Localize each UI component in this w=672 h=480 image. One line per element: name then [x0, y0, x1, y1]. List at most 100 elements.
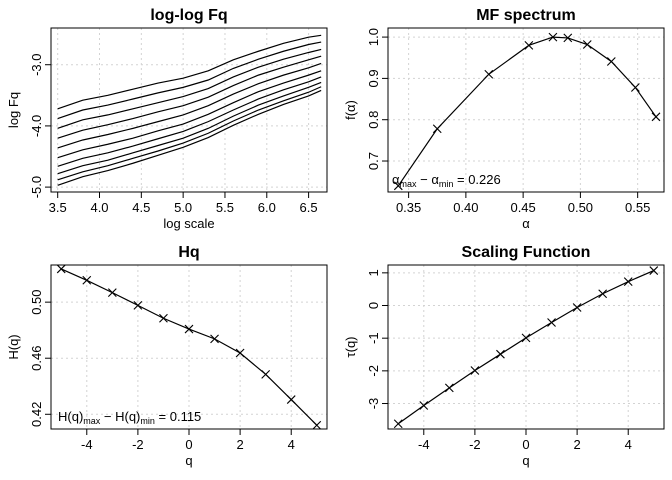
x-tick-label: 2 [236, 437, 243, 452]
y-tick-label: 0.9 [366, 69, 381, 87]
panel-title: Hq [178, 244, 199, 261]
series-line-8 [57, 81, 322, 175]
x-tick-label: 0.45 [510, 200, 535, 215]
series-line-10 [57, 89, 322, 186]
data-point [582, 40, 592, 49]
data-point [623, 277, 633, 287]
y-axis-label: log Fq [6, 92, 21, 128]
range-annotation: H(q)max − H(q)min = 0.115 [58, 409, 201, 426]
data-point [651, 112, 661, 122]
x-tick-label: -4 [81, 437, 93, 452]
y-tick-label: -3 [366, 398, 381, 410]
x-tick-label: 0 [522, 437, 529, 452]
data-point [419, 401, 429, 410]
x-tick-label: 3.5 [49, 200, 67, 215]
data-point [521, 333, 531, 343]
data-point [598, 289, 608, 299]
x-tick-label: 4 [288, 437, 295, 452]
x-tick-label: 2 [573, 437, 580, 452]
data-point [393, 419, 403, 429]
y-tick-label: -1 [366, 332, 381, 344]
x-tick-label: 0.40 [453, 200, 478, 215]
y-axis-label: τ(q) [343, 336, 358, 357]
data-point [572, 303, 582, 312]
y-tick-label: 0.50 [29, 289, 44, 314]
data-point [547, 318, 556, 327]
y-tick-label: 0.8 [366, 111, 381, 129]
y-tick-label: 0.7 [366, 152, 381, 170]
data-point [548, 32, 558, 42]
series-line-4 [57, 55, 322, 139]
x-tick-label: 0 [185, 437, 192, 452]
panel-4: -4 -2 0 2 4 -3 -2 -1 0 1 Scaling Function q τ(q) [343, 244, 665, 468]
data-point [484, 69, 494, 79]
y-tick-label: 1.0 [366, 28, 381, 46]
range-annotation: αmax − αmin = 0.226 [392, 172, 501, 189]
y-tick-label: -2 [366, 365, 381, 377]
panel-3: -4 -2 0 2 4 0.42 0.46 0.50 Hq q H(q) H(q)max − H(q)… [6, 244, 328, 468]
data-point [432, 124, 442, 134]
panel-title: log-log Fq [150, 7, 227, 24]
x-axis-label: log scale [163, 216, 214, 231]
data-point [107, 288, 117, 298]
y-tick-label: -3.0 [29, 54, 44, 76]
x-tick-label: 4 [625, 437, 632, 452]
x-tick-label: 0.35 [396, 200, 421, 215]
panel-title: Scaling Function [462, 244, 591, 261]
x-axis-label: q [522, 453, 529, 468]
data-point [261, 369, 271, 379]
y-tick-label: 0.42 [29, 402, 44, 427]
y-axis-label: f(α) [343, 100, 358, 120]
panel-1: 3.5 4.0 4.5 5.0 5.5 6.0 6.5 -5.0 -4.0 -3.0 log-log… [6, 7, 328, 231]
data-point [393, 181, 403, 191]
data-point [470, 366, 480, 375]
x-tick-label: -2 [469, 437, 481, 452]
data-point [444, 383, 454, 393]
x-axis-label: α [522, 216, 530, 231]
x-tick-label: -4 [418, 437, 430, 452]
y-tick-label: -4.0 [29, 115, 44, 137]
data-point [133, 300, 143, 310]
x-tick-label: -2 [132, 437, 144, 452]
y-tick-label: 1 [366, 269, 381, 276]
x-tick-label: 0.50 [568, 200, 593, 215]
panel-2: 0.35 0.40 0.45 0.50 0.55 0.7 0.8 0.9 1.0 MF spect… [343, 7, 665, 231]
data-point [159, 313, 168, 323]
data-point [184, 324, 194, 334]
x-tick-label: 0.55 [625, 200, 650, 215]
series-line-1 [57, 34, 322, 110]
data-point [286, 395, 296, 404]
series-line-3 [57, 48, 322, 129]
data-point [649, 266, 659, 275]
series-line-7 [57, 76, 322, 167]
series-line-5 [57, 62, 322, 149]
series-line-9 [57, 86, 322, 181]
data-point [210, 334, 219, 344]
y-tick-label: -5.0 [29, 176, 44, 198]
x-tick-label: 5.5 [216, 200, 234, 215]
y-tick-label: 0.46 [29, 346, 44, 371]
x-tick-label: 4.5 [132, 200, 150, 215]
data-point [56, 264, 66, 274]
data-point [312, 420, 322, 430]
data-point [606, 57, 616, 66]
data-point [496, 349, 505, 359]
series-line-1 [397, 36, 657, 187]
plot-frame [387, 27, 665, 193]
x-tick-label: 6.0 [258, 200, 276, 215]
y-tick-label: 0 [366, 302, 381, 309]
data-point [630, 83, 640, 92]
x-axis-label: q [185, 453, 192, 468]
panel-title: MF spectrum [476, 7, 576, 24]
series-line-6 [57, 70, 322, 159]
data-point [82, 275, 92, 285]
y-axis-label: H(q) [6, 334, 21, 359]
series-line-2 [57, 41, 322, 120]
data-point [563, 33, 573, 43]
x-tick-label: 4.0 [90, 200, 108, 215]
x-tick-label: 6.5 [300, 200, 318, 215]
data-point [524, 40, 534, 50]
data-point [235, 348, 245, 358]
plot-frame [50, 27, 328, 193]
